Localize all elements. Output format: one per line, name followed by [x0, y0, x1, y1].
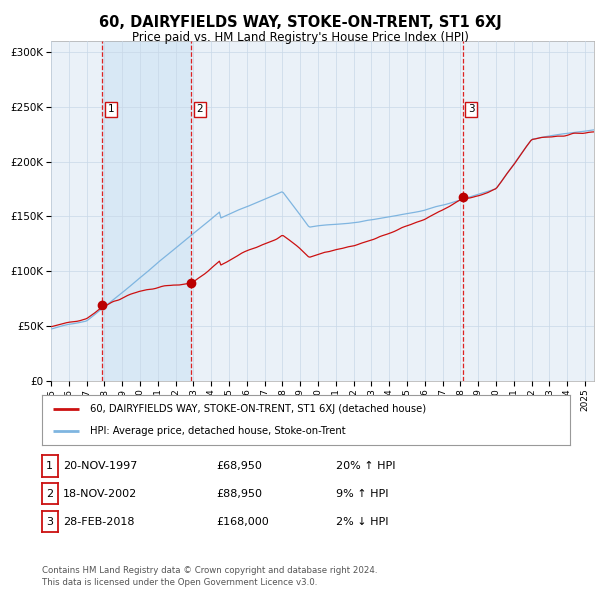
Text: Contains HM Land Registry data © Crown copyright and database right 2024.
This d: Contains HM Land Registry data © Crown c… [42, 566, 377, 587]
Text: £68,950: £68,950 [216, 461, 262, 471]
Text: 2: 2 [46, 489, 53, 499]
Text: 60, DAIRYFIELDS WAY, STOKE-ON-TRENT, ST1 6XJ (detached house): 60, DAIRYFIELDS WAY, STOKE-ON-TRENT, ST1… [89, 404, 425, 414]
Text: 3: 3 [468, 104, 475, 114]
Text: HPI: Average price, detached house, Stoke-on-Trent: HPI: Average price, detached house, Stok… [89, 427, 345, 437]
Text: 20-NOV-1997: 20-NOV-1997 [63, 461, 137, 471]
Text: Price paid vs. HM Land Registry's House Price Index (HPI): Price paid vs. HM Land Registry's House … [131, 31, 469, 44]
Text: 60, DAIRYFIELDS WAY, STOKE-ON-TRENT, ST1 6XJ: 60, DAIRYFIELDS WAY, STOKE-ON-TRENT, ST1… [98, 15, 502, 30]
Text: £168,000: £168,000 [216, 517, 269, 526]
Text: 1: 1 [46, 461, 53, 471]
Text: 2% ↓ HPI: 2% ↓ HPI [336, 517, 389, 526]
Text: £88,950: £88,950 [216, 489, 262, 499]
Text: 9% ↑ HPI: 9% ↑ HPI [336, 489, 389, 499]
Text: 20% ↑ HPI: 20% ↑ HPI [336, 461, 395, 471]
Text: 1: 1 [107, 104, 114, 114]
Text: 2: 2 [197, 104, 203, 114]
Text: 18-NOV-2002: 18-NOV-2002 [63, 489, 137, 499]
Text: 28-FEB-2018: 28-FEB-2018 [63, 517, 134, 526]
Bar [102, 41, 191, 381]
Text: 3: 3 [46, 517, 53, 526]
